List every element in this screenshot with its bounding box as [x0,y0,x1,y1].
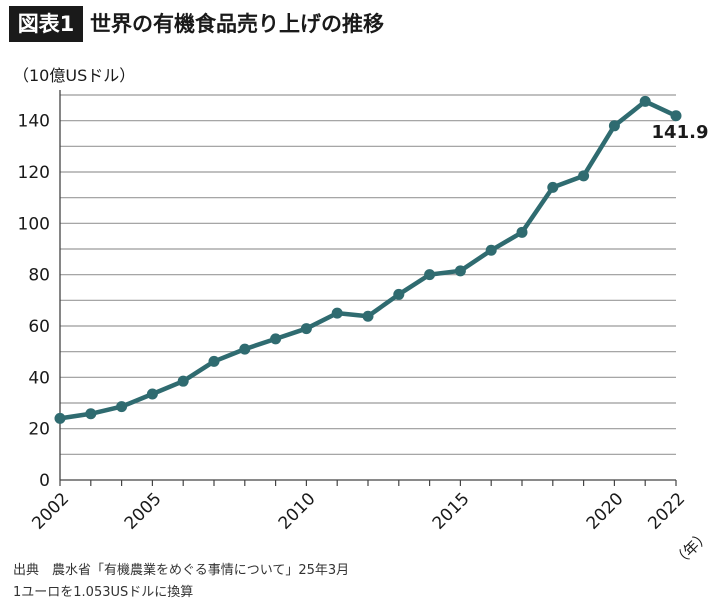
source-citation: 出典 農水省「有機農業をめぐる事情について」25年3月 [13,563,350,578]
data-point [362,310,374,322]
y-tick-label: 120 [18,163,50,183]
x-tick-label: 2015 [429,489,474,534]
y-tick-label: 80 [28,266,50,286]
data-point [547,181,559,193]
data-point [393,288,405,300]
data-point [270,333,282,345]
data-point [208,355,220,367]
value-label: 141.9 [652,122,709,143]
figure-title: 世界の有機食品売り上げの推移 [90,12,384,36]
data-point [670,110,682,122]
y-tick-label: 0 [39,471,50,491]
data-point [331,307,343,319]
data-point [578,170,590,182]
y-tick-label: 140 [18,112,50,132]
y-tick-label: 20 [28,420,50,440]
y-axis-unit-label: （10億USドル） [13,66,136,85]
figure-number-badge: 図表1 [9,6,83,42]
conversion-note: 1ユーロを1.053USドルに換算 [13,585,194,600]
x-axis-unit-label: （年） [669,526,710,560]
x-tick-labels: 2002 2005 2010 2015 2020 2022（年） [28,489,710,560]
source-note: 出典 農水省「有機農業をめぐる事情について」25年3月 1ユーロを1.053US… [13,560,349,604]
data-point [116,401,128,413]
x-tick-label: 2022 [644,489,689,534]
data-point [516,226,528,238]
series-line [57,99,679,421]
data-point [177,375,189,387]
x-tick-label: 2020 [583,489,628,534]
grid-lines [60,94,676,455]
data-point [54,412,66,424]
series [54,95,682,424]
data-point [239,343,251,355]
data-point [639,95,651,107]
data-point [424,269,436,281]
annotations: 141.9 [652,122,709,143]
x-tick-label: 2005 [121,489,166,534]
x-tick-label: 2010 [275,489,320,534]
data-point [608,120,620,132]
figure-header: 図表1 世界の有機食品売り上げの推移 [0,0,710,44]
axes [59,90,677,486]
y-tick-label: 40 [28,368,50,388]
data-point [85,408,97,420]
y-tick-labels: 0 20 40 60 80 100 120 140 [18,112,50,491]
data-point [454,265,466,277]
data-point [300,323,312,335]
data-point [146,388,158,400]
y-tick-label: 60 [28,317,50,337]
data-point [485,244,497,256]
y-tick-label: 100 [18,214,50,234]
x-tick-label: 2002 [28,489,73,534]
